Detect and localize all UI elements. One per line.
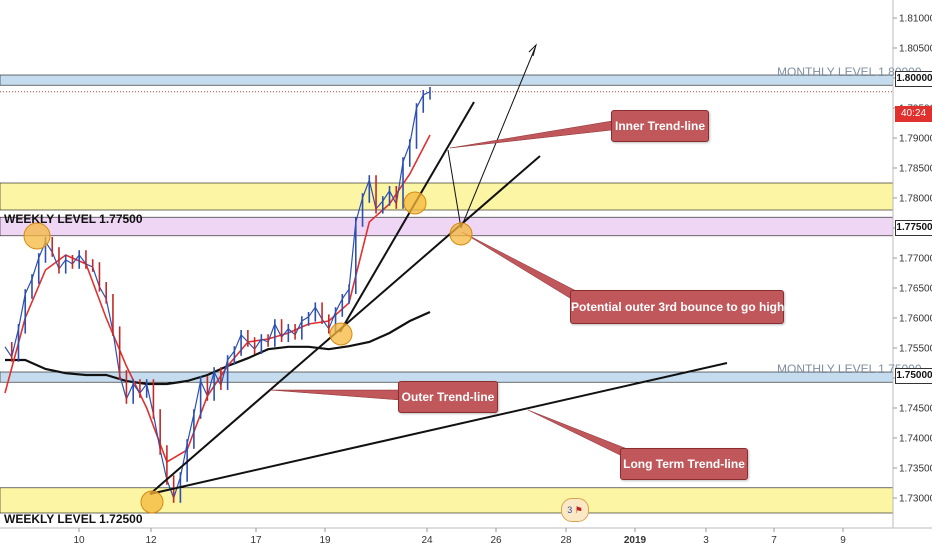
y-tick-label: 1.80500 — [899, 44, 932, 55]
x-tick-label: 9 — [840, 535, 846, 546]
x-axis-ticks: 10 12 17 19 24 26 28 2019 3 7 9 — [73, 528, 846, 546]
inner-trend-line — [339, 101, 475, 333]
bounce-markers — [23, 191, 473, 514]
x-tick-label: 24 — [421, 535, 433, 546]
projection-line-1 — [447, 149, 462, 229]
y-tick-label: 1.78000 — [899, 194, 932, 205]
x-tick-label: 19 — [319, 535, 331, 546]
zone-monthly-upper — [0, 74, 894, 86]
potential-bounce-callout[interactable]: Potential outer 3rd bounce to go higher — [570, 290, 796, 324]
inner-callout-pointer — [449, 120, 613, 149]
outer-trend-line-callout[interactable]: Outer Trend-line — [398, 381, 498, 413]
price-line — [4, 91, 431, 500]
outer-callout-pointer — [269, 389, 401, 401]
x-tick-label: 12 — [145, 535, 157, 546]
long-term-trend-line-callout[interactable]: Long Term Trend-line — [620, 448, 748, 480]
bounce-circle — [449, 222, 473, 246]
weekly-level-upper-label: WEEKLY LEVEL 1.77500 — [4, 212, 143, 226]
projection-arrow — [460, 47, 536, 229]
weekly-level-lower-label: WEEKLY LEVEL 1.72500 — [4, 512, 143, 526]
y-axis-ticks: 1.810001.805001.800001.795001.790001.785… — [893, 14, 932, 505]
countdown-tag: 40:24 — [895, 106, 932, 122]
weekly-upper-price-tag: 1.77500 — [895, 220, 932, 236]
x-tick-label: 2019 — [624, 535, 647, 546]
candle-layer — [10, 87, 431, 503]
zone-yellow-lower — [0, 487, 894, 514]
x-tick-label: 3 — [703, 535, 709, 546]
event-badge-count: 3 — [567, 505, 573, 515]
bounce-circle — [329, 322, 353, 346]
monthly-level-upper-label: MONTHLY LEVEL 1.80000 — [777, 65, 922, 79]
y-tick-label: 1.73000 — [899, 494, 932, 505]
bounce-circle — [140, 490, 164, 514]
bounce-circle — [403, 191, 427, 215]
y-tick-label: 1.74500 — [899, 404, 932, 415]
monthly-level-lower-label: MONTHLY LEVEL 1.75000 — [777, 362, 922, 376]
y-tick-label: 1.76500 — [899, 284, 932, 295]
x-tick-label: 17 — [250, 535, 262, 546]
y-tick-label: 1.79000 — [899, 134, 932, 145]
monthly-lower-price-tag: 1.75000 — [895, 368, 932, 384]
potential-callout-pointer — [461, 231, 585, 304]
inner-trend-line-callout[interactable]: Inner Trend-line — [611, 110, 709, 142]
y-tick-label: 1.81000 — [899, 14, 932, 25]
bounce-circle — [23, 222, 51, 250]
flag-icon: ⚑ — [574, 505, 583, 515]
x-tick-label: 28 — [560, 535, 572, 546]
y-tick-label: 1.74000 — [899, 434, 932, 445]
projection-arrow-head — [528, 43, 537, 57]
y-tick-label: 1.77000 — [899, 254, 932, 265]
long-term-trend-line — [149, 362, 728, 495]
y-tick-label: 1.76000 — [899, 314, 932, 325]
y-tick-label: 1.73500 — [899, 464, 932, 475]
ema-slow-line — [5, 310, 431, 386]
long-term-callout-pointer — [527, 409, 631, 456]
y-tick-label: 1.78500 — [899, 164, 932, 175]
event-badge[interactable]: 3 ⚑ — [561, 498, 589, 522]
x-tick-label: 26 — [490, 535, 502, 546]
zone-yellow-upper — [0, 182, 894, 211]
y-tick-label: 1.75500 — [899, 344, 932, 355]
x-tick-label: 10 — [73, 535, 85, 546]
monthly-upper-price-tag: 1.80000 — [895, 71, 932, 87]
x-tick-label: 7 — [771, 535, 777, 546]
